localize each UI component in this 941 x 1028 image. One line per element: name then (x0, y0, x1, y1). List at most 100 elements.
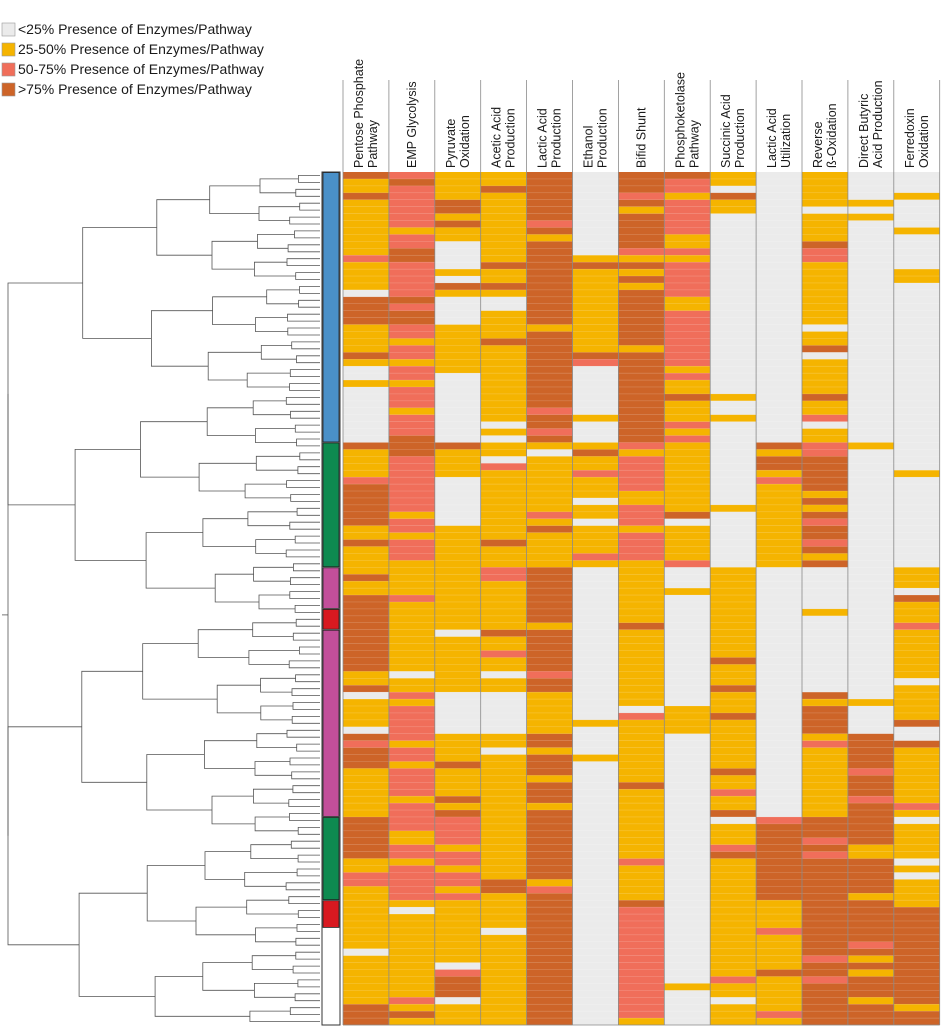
heatmap-cell (756, 699, 802, 707)
heatmap-cell (434, 442, 481, 450)
heatmap-cell (847, 962, 894, 970)
heatmap-cell (434, 470, 481, 478)
heatmap-cell (434, 477, 481, 485)
heatmap-cell (847, 359, 894, 367)
heatmap-cell (434, 560, 481, 568)
heatmap-cell (847, 345, 894, 353)
heatmap-cell (480, 872, 527, 880)
heatmap-cell (756, 601, 802, 610)
heatmap-cell (618, 421, 665, 429)
heatmap-cell (893, 699, 940, 707)
heatmap-cell (847, 525, 894, 533)
dendrogram-branch (246, 899, 299, 915)
heatmap-cell (893, 879, 940, 887)
heatmap-cell (480, 366, 527, 374)
dendrogram-branch (285, 882, 320, 891)
heatmap-cell (572, 178, 619, 187)
heatmap-cell (343, 622, 389, 630)
heatmap-cell (710, 699, 757, 707)
heatmap-cell (710, 768, 757, 776)
heatmap-cell (572, 255, 619, 263)
heatmap-cell (847, 463, 894, 471)
heatmap-cell (572, 844, 619, 852)
heatmap-cell (618, 920, 665, 929)
heatmap-cell (572, 595, 619, 603)
heatmap-cell (802, 733, 848, 741)
heatmap-cell (572, 421, 619, 429)
heatmap-cell (618, 241, 665, 249)
dendrogram-branch (287, 244, 320, 253)
heatmap-cell (388, 213, 435, 221)
heatmap-cell (664, 997, 711, 1005)
heatmap-cell (434, 588, 481, 596)
dendrogram-branch (291, 716, 320, 724)
heatmap-cell (343, 213, 389, 221)
heatmap-cell (664, 317, 711, 325)
heatmap-cell (710, 428, 757, 436)
heatmap-cell (847, 872, 894, 880)
heatmap-cell (847, 782, 894, 790)
heatmap-cell (756, 692, 802, 700)
column-label: Production (595, 108, 609, 168)
heatmap-cell (480, 608, 527, 617)
heatmap-cell (572, 823, 619, 832)
heatmap-cell (343, 934, 389, 942)
heatmap-cell (710, 595, 757, 603)
heatmap-cell (847, 504, 894, 513)
heatmap-cell (847, 705, 894, 714)
heatmap-cell (847, 657, 894, 665)
heatmap-cell (572, 303, 619, 311)
heatmap-cell (388, 421, 435, 429)
heatmap-cell (434, 255, 481, 263)
heatmap-cell (434, 518, 481, 526)
heatmap-cell (756, 227, 802, 235)
heatmap-cell (847, 241, 894, 249)
heatmap-cell (480, 386, 527, 395)
group-segment (322, 900, 340, 928)
dendrogram-branch (204, 740, 257, 769)
heatmap-cell (480, 816, 527, 825)
heatmap-cell (893, 345, 940, 353)
heatmap-cell (847, 671, 894, 679)
heatmap-cell (480, 581, 527, 589)
heatmap-cell (847, 636, 894, 644)
heatmap-cell (710, 608, 757, 617)
heatmap-cell (480, 421, 527, 429)
heatmap-cell (526, 234, 573, 242)
heatmap-cell (480, 733, 527, 741)
heatmap-cell (756, 726, 802, 734)
heatmap-cell (664, 380, 711, 388)
heatmap-cell (756, 893, 802, 901)
heatmap-cell (480, 234, 527, 242)
dendrogram-branch (288, 799, 320, 807)
heatmap-cell (572, 386, 619, 395)
heatmap-cell (893, 997, 940, 1005)
heatmap-cell (618, 914, 665, 922)
heatmap-cell (572, 414, 619, 422)
heatmap-cell (572, 317, 619, 325)
heatmap-cell (710, 920, 757, 929)
heatmap-cell (618, 185, 665, 193)
heatmap-cell (618, 1018, 665, 1026)
heatmap-cell (480, 601, 527, 610)
heatmap-cell (388, 962, 435, 970)
heatmap-cell (664, 185, 711, 193)
heatmap-cell (847, 969, 894, 977)
heatmap-cell (526, 907, 573, 915)
heatmap-cell (710, 359, 757, 367)
heatmap-cell (388, 844, 435, 852)
heatmap-cell (847, 608, 894, 617)
heatmap-cell (664, 629, 711, 637)
heatmap-cell (710, 386, 757, 395)
heatmap-cell (756, 969, 802, 977)
heatmap-cell (434, 338, 481, 346)
heatmap-cell (664, 178, 711, 187)
heatmap-cell (710, 629, 757, 637)
heatmap-cell (480, 990, 527, 998)
heatmap-cell (664, 1004, 711, 1012)
heatmap-cell (526, 733, 573, 741)
heatmap-cell (480, 560, 527, 568)
heatmap-cell (526, 491, 573, 499)
heatmap-cell (480, 976, 527, 984)
heatmap-cell (572, 518, 619, 526)
